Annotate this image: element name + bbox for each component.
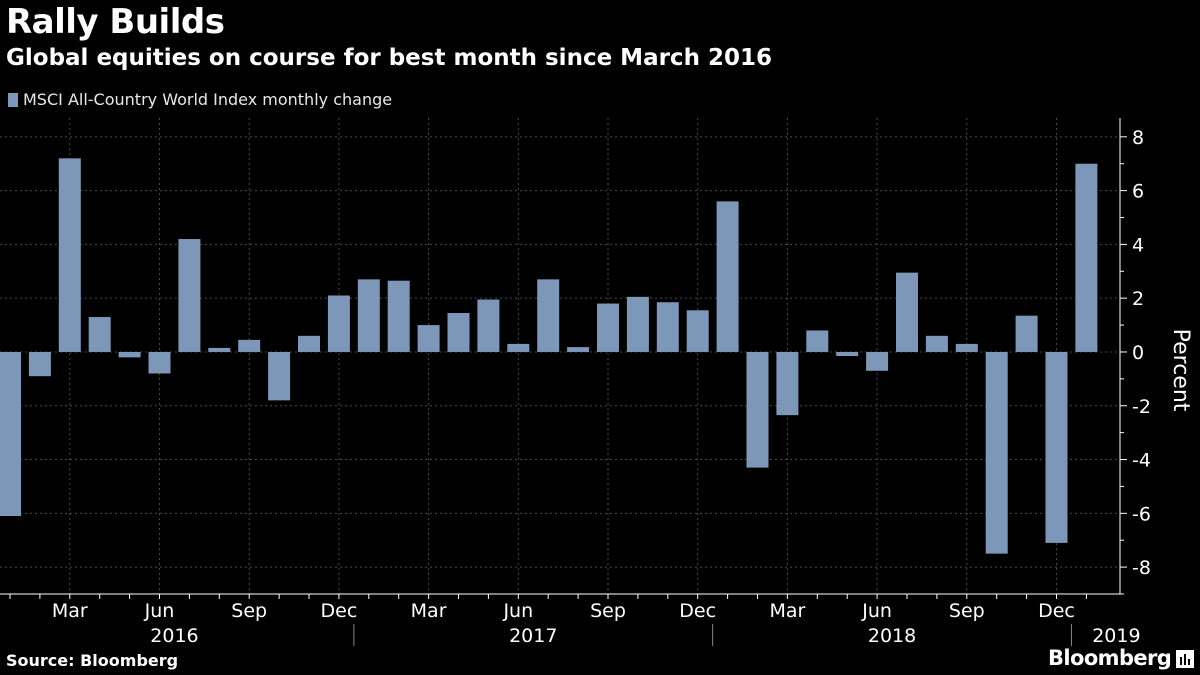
- bloomberg-badge-icon: [1176, 650, 1194, 668]
- x-tick-label: Sep: [590, 600, 626, 622]
- x-tick-label: Dec: [1038, 600, 1075, 622]
- bar: [357, 279, 380, 352]
- bar: [477, 299, 500, 352]
- bar: [507, 343, 530, 352]
- bar: [746, 351, 769, 468]
- bar: [1045, 351, 1068, 543]
- bar: [985, 351, 1008, 554]
- bar: [387, 280, 410, 352]
- y-tick-label: 0: [1132, 342, 1144, 364]
- x-tick-label: Jun: [144, 600, 175, 622]
- bar: [896, 272, 918, 352]
- x-tick-label: Sep: [231, 600, 267, 622]
- x-year-label: 2018: [868, 625, 916, 647]
- bar: [298, 335, 320, 352]
- bar: [716, 201, 739, 352]
- y-tick-label: 8: [1132, 127, 1144, 149]
- bar: [626, 296, 649, 352]
- bar: [925, 335, 948, 352]
- bar: [58, 158, 81, 352]
- bar: [597, 303, 619, 352]
- y-tick-label: -2: [1132, 396, 1151, 418]
- x-tick-label: Sep: [949, 600, 985, 622]
- chart-title: Rally Builds: [6, 2, 225, 42]
- x-year-label: 2019: [1092, 625, 1140, 647]
- bar: [327, 295, 350, 352]
- x-tick-label: Mar: [769, 600, 805, 622]
- bar: [118, 351, 141, 358]
- y-axis-label: Percent: [1168, 329, 1193, 412]
- bar: [866, 351, 889, 371]
- y-tick-label: -6: [1132, 503, 1151, 525]
- x-year-label: 2017: [509, 625, 557, 647]
- bar: [178, 239, 201, 352]
- x-tick-label: Jun: [861, 600, 892, 622]
- x-tick-label: Dec: [321, 600, 358, 622]
- y-tick-label: 4: [1132, 234, 1144, 256]
- bar: [238, 339, 261, 352]
- y-tick-label: 2: [1132, 288, 1144, 310]
- legend-label: MSCI All-Country World Index monthly cha…: [23, 90, 393, 109]
- bar: [836, 351, 859, 356]
- bar: [1015, 315, 1038, 352]
- bar: [567, 347, 590, 352]
- bar: [447, 312, 470, 352]
- source-note: Source: Bloomberg: [6, 651, 179, 670]
- bar: [955, 343, 978, 352]
- bar: [1075, 163, 1098, 352]
- bar: [686, 310, 709, 352]
- bar: [0, 351, 21, 517]
- x-tick-label: Mar: [411, 600, 447, 622]
- bar: [806, 330, 829, 352]
- x-tick-label: Mar: [52, 600, 88, 622]
- brand-logo: Bloomberg: [1048, 646, 1172, 670]
- axis-layer: 8 6 4 2 0 -2 -4 -6 -8 Mar Jun Sep Dec Mar Jun Sep Dec Mar…: [0, 118, 1151, 647]
- x-year-label: 2016: [150, 625, 198, 647]
- x-tick-label: Dec: [679, 600, 716, 622]
- chart-subtitle: Global equities on course for best month…: [6, 45, 772, 71]
- bar: [208, 347, 231, 352]
- x-tick-label: Jun: [502, 600, 533, 622]
- bar: [88, 317, 111, 352]
- legend-swatch: [8, 92, 18, 107]
- bar: [417, 325, 440, 352]
- y-tick-label: -8: [1132, 557, 1151, 579]
- bar: [28, 351, 51, 377]
- bar: [656, 302, 679, 352]
- y-tick-label: -4: [1132, 450, 1151, 472]
- y-tick-label: 6: [1132, 181, 1144, 203]
- legend: MSCI All-Country World Index monthly cha…: [8, 90, 392, 109]
- bar: [537, 279, 560, 352]
- bar-layer: [0, 158, 1098, 554]
- bar: [268, 351, 291, 401]
- bar: [148, 351, 171, 374]
- bar: [776, 351, 799, 416]
